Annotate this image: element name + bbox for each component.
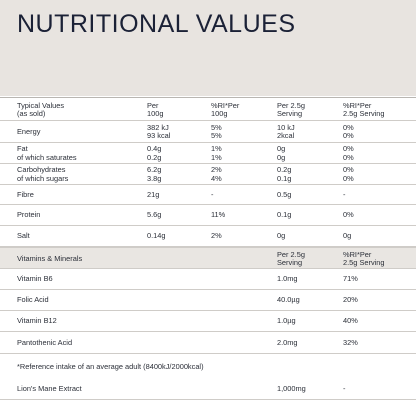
cell-per-serving: 0g [277, 231, 286, 241]
cell-label: Vitamin B12 [17, 316, 57, 326]
cell-per-serving: Per 2.5g Serving [277, 249, 305, 267]
cell-label: Protein [17, 210, 41, 220]
cell-label: Carbohydrates of which sugars [17, 165, 69, 183]
table-header-row: Typical Values (as sold) Per 100g %RI*Per … [0, 97, 416, 121]
cell-ri-per-serving: - [343, 383, 346, 393]
cell-ri-per-serving: 32% [343, 337, 358, 347]
cell-ri-per-100g: 1% 1% [211, 144, 222, 162]
cell-label: Fat of which saturates [17, 144, 77, 162]
cell-ri-per-serving: %RI*Per 2.5g Serving [343, 100, 385, 118]
reference-intake-footnote: *Reference intake of an average adult (8… [17, 362, 204, 371]
vitamins-header-row: Vitamins & Minerals Per 2.5g Serving %RI*P… [0, 247, 416, 269]
cell-label: Typical Values (as sold) [17, 100, 65, 118]
cell-per-serving: 10 kJ 2kcal [277, 122, 295, 140]
nutrient-row: Carbohydrates of which sugars 6.2g 3.8g 2%… [0, 164, 416, 185]
cell-label: Lion's Mane Extract [17, 383, 82, 393]
cell-per-serving: 1.0µg [277, 316, 296, 326]
cell-per-100g: 6.2g 3.8g [147, 165, 162, 183]
lions-mane-extract-row: Lion's Mane Extract 1,000mg - [0, 378, 416, 400]
cell-ri-per-serving: 0% 0% [343, 165, 354, 183]
cell-per-serving: 1,000mg [277, 383, 306, 393]
cell-per-100g: Per 100g [147, 100, 164, 118]
vitamin-row: Folic Acid 40.0µg 20% [0, 290, 416, 311]
cell-label: Pantothenic Acid [17, 337, 73, 347]
cell-ri-per-100g: 2% [211, 231, 222, 241]
cell-ri-per-100g: 2% 4% [211, 165, 222, 183]
cell-label: Energy [17, 126, 41, 136]
cell-label: Fibre [17, 189, 34, 199]
cell-per-serving: 40.0µg [277, 295, 300, 305]
cell-ri-per-serving: 0% 0% [343, 144, 354, 162]
cell-per-100g: 5.6g [147, 210, 162, 220]
nutrient-row: Salt 0.14g 2% 0g 0g [0, 226, 416, 247]
cell-per-serving: 0.1g [277, 210, 292, 220]
cell-per-100g: 21g [147, 189, 160, 199]
cell-label: Salt [17, 231, 30, 241]
cell-label: Vitamin B6 [17, 274, 53, 284]
cell-per-serving: 0g 0g [277, 144, 286, 162]
cell-per-serving: 1.0mg [277, 274, 298, 284]
vitamin-row: Pantothenic Acid 2.0mg 32% [0, 332, 416, 354]
nutrient-row: Fat of which saturates 0.4g 0.2g 1% 1% 0g 0… [0, 143, 416, 164]
page-title: NUTRITIONAL VALUES [17, 10, 296, 38]
cell-per-serving: 2.0mg [277, 337, 298, 347]
cell-ri-per-serving: 0g [343, 231, 352, 241]
cell-ri-per-100g: 5% 5% [211, 122, 222, 140]
cell-per-100g: 0.14g [147, 231, 166, 241]
cell-per-100g: 0.4g 0.2g [147, 144, 162, 162]
cell-ri-per-serving: 0% [343, 210, 354, 220]
cell-ri-per-serving: - [343, 189, 346, 199]
cell-per-serving: 0.2g 0.1g [277, 165, 292, 183]
cell-label: Folic Acid [17, 295, 49, 305]
nutrient-row: Protein 5.6g 11% 0.1g 0% [0, 205, 416, 226]
cell-ri-per-serving: 40% [343, 316, 358, 326]
cell-per-100g: 382 kJ 93 kcal [147, 122, 171, 140]
cell-ri-per-100g: %RI*Per 100g [211, 100, 240, 118]
nutrient-row: Energy 382 kJ 93 kcal 5% 5% 10 kJ 2kcal 0% 0… [0, 121, 416, 143]
cell-ri-per-100g: 11% [211, 210, 226, 220]
vitamin-row: Vitamin B6 1.0mg 71% [0, 269, 416, 290]
cell-ri-per-serving: 20% [343, 295, 358, 305]
cell-label: Vitamins & Minerals [17, 253, 83, 263]
cell-per-serving: 0.5g [277, 189, 292, 199]
cell-per-serving: Per 2.5g Serving [277, 100, 305, 118]
cell-ri-per-serving: 71% [343, 274, 358, 284]
cell-ri-per-serving: 0% 0% [343, 122, 354, 140]
cell-ri-per-100g: - [211, 189, 214, 199]
nutrient-row: Fibre 21g - 0.5g - [0, 185, 416, 205]
cell-ri-per-serving: %RI*Per 2.5g Serving [343, 249, 385, 267]
vitamin-row: Vitamin B12 1.0µg 40% [0, 311, 416, 332]
